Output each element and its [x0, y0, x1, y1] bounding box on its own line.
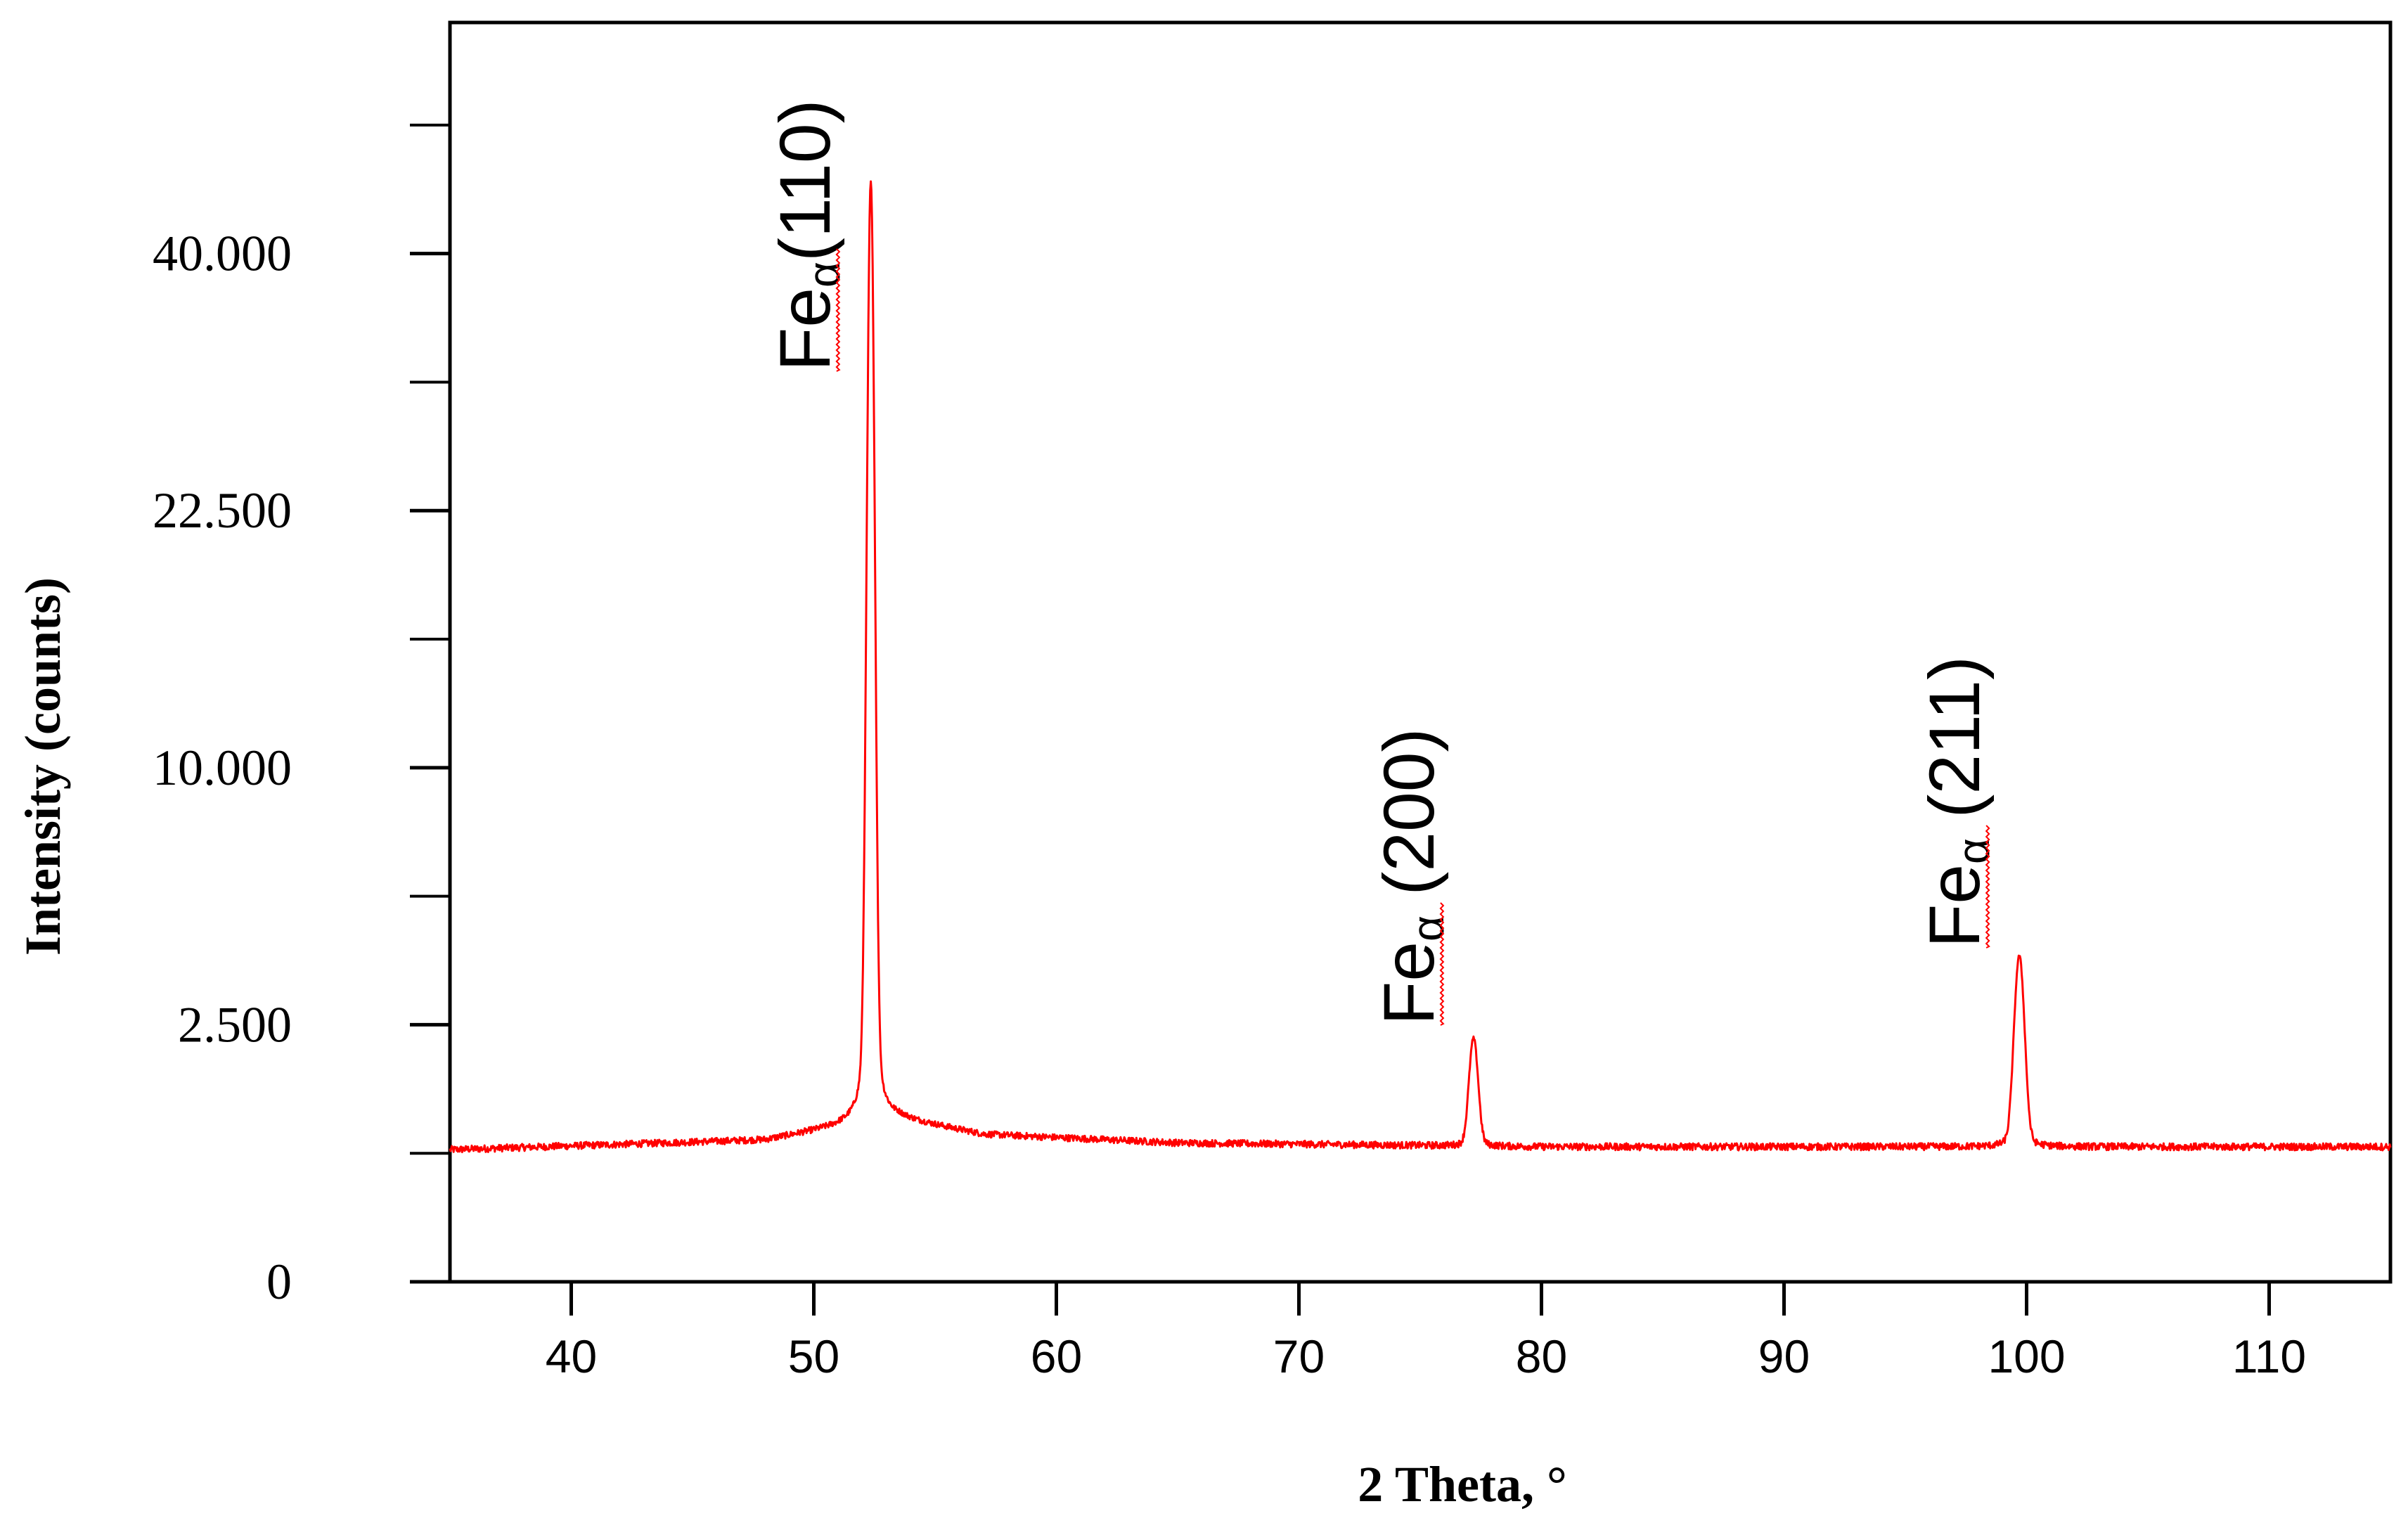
peak-hkl: (200) — [1369, 728, 1449, 915]
series-layer — [449, 180, 2392, 1154]
y-tick-label: 22.500 — [153, 482, 292, 539]
y-tick-label: 2.500 — [178, 996, 292, 1053]
peak-annotation: Feα (200) — [1369, 728, 1453, 1026]
peak-subscript: α — [1948, 838, 1999, 864]
peak-annotation: Feα (211) — [1914, 656, 1999, 949]
squiggle-underline — [1985, 825, 1990, 949]
peak-label: Feα (211) — [1914, 656, 1999, 948]
y-axis-ticks: 0 2.500 10.000 22.500 40.000 — [153, 123, 450, 1310]
peak-subscript: α — [1403, 915, 1453, 941]
plot-frame — [448, 20, 2393, 1284]
peak-phase: Fe — [1914, 864, 1995, 948]
x-tick-label: 100 — [1988, 1330, 2065, 1382]
squiggle-underline — [835, 248, 841, 372]
x-axis-label: 2 Theta, ° — [1358, 1456, 1567, 1512]
peak-phase: Fe — [1369, 941, 1449, 1025]
peak-phase: Fe — [765, 288, 845, 371]
axes — [410, 20, 2393, 1284]
peak-hkl: (110) — [765, 99, 845, 262]
peak-hkl: (211) — [1914, 656, 1995, 838]
peak-label: Feα(110) — [765, 99, 849, 371]
x-tick-label: 70 — [1273, 1330, 1325, 1382]
peak-annotations: Feα(110)Feα (200) Feα (211) — [765, 99, 1999, 1026]
y-tick-label: 40.000 — [153, 226, 292, 282]
x-tick-label: 40 — [546, 1330, 597, 1382]
peak-subscript: α — [799, 262, 849, 288]
x-tick-label: 50 — [788, 1330, 839, 1382]
x-tick-label: 60 — [1031, 1330, 1082, 1382]
peak-label: Feα (200) — [1369, 728, 1453, 1025]
x-tick-label: 90 — [1758, 1330, 1810, 1382]
squiggle-underline — [1439, 902, 1445, 1026]
series-line — [449, 180, 2392, 1154]
x-tick-label: 110 — [2232, 1330, 2306, 1382]
y-tick-label: 10.000 — [153, 740, 292, 796]
y-tick-label: 0 — [266, 1254, 292, 1310]
y-axis-label: Intensity (counts) — [15, 577, 71, 956]
x-tick-label: 80 — [1516, 1330, 1567, 1382]
x-axis-ticks: 40 50 60 70 80 90 100 110 — [546, 1282, 2306, 1382]
peak-annotation: Feα(110) — [765, 99, 849, 372]
